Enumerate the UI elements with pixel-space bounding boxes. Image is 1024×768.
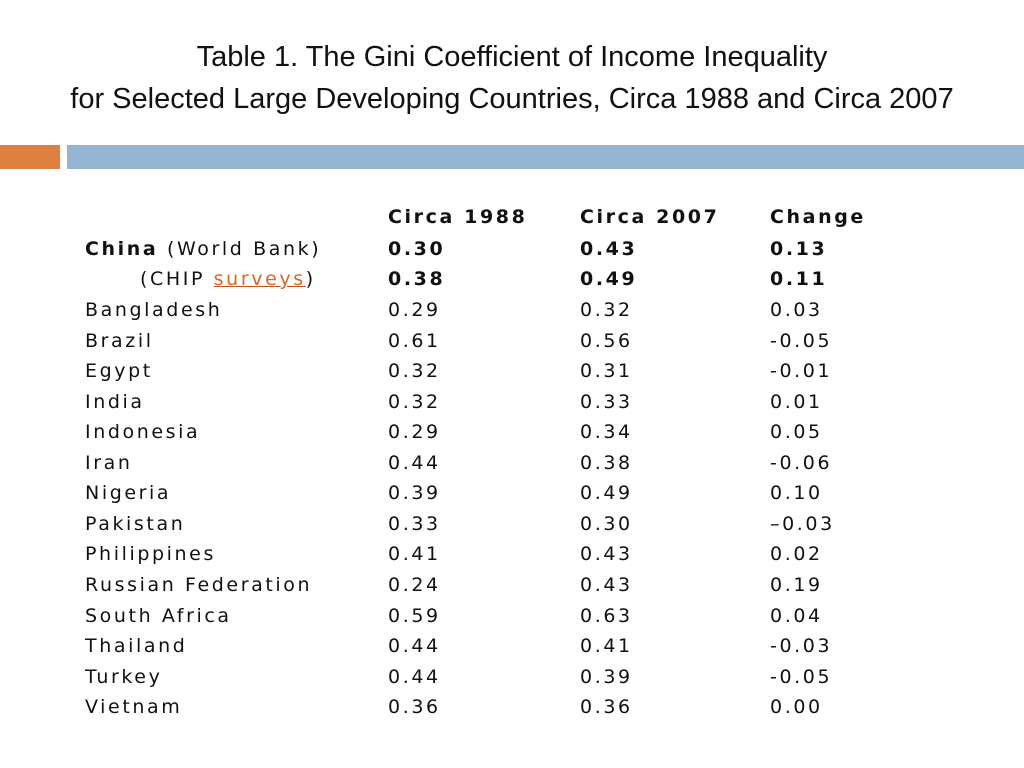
header-circa-2007: Circa 2007 [580, 206, 720, 228]
table-row: Egypt 0.32 0.31 -0.01 [0, 356, 1024, 386]
accent-bar-blue [67, 145, 1024, 169]
value-1988: 0.39 [388, 482, 441, 505]
table-row: Iran 0.44 0.38 -0.06 [0, 448, 1024, 478]
value-1988: 0.61 [388, 329, 441, 352]
header-change: Change [770, 206, 866, 228]
value-2007: 0.31 [580, 360, 633, 383]
value-2007: 0.32 [580, 299, 633, 321]
value-2007: 0.43 [580, 238, 638, 260]
country-name: Philippines [85, 543, 216, 566]
value-change: -0.05 [770, 665, 833, 688]
country-cell: China (World Bank) [85, 234, 321, 264]
table-row: Brazil 0.61 0.56 -0.05 [0, 326, 1024, 356]
country-name: Bangladesh [85, 299, 223, 321]
title-line-2: for Selected Large Developing Countries,… [70, 83, 954, 115]
table-row: Philippines 0.41 0.43 0.02 [0, 539, 1024, 569]
country-name: Turkey [85, 665, 163, 688]
value-1988: 0.24 [388, 573, 441, 596]
table-row: Nigeria 0.39 0.49 0.10 [0, 478, 1024, 508]
country-name: Vietnam [85, 696, 183, 719]
country-name: South Africa [85, 604, 232, 627]
country-name: Brazil [85, 329, 154, 352]
value-2007: 0.34 [580, 421, 633, 444]
value-1988: 0.38 [388, 268, 446, 290]
title-line-1: Table 1. The Gini Coefficient of Income … [196, 41, 828, 73]
value-change: 0.03 [770, 299, 823, 321]
table-row: Bangladesh 0.29 0.32 0.03 [0, 295, 1024, 325]
table-row: Turkey 0.44 0.39 -0.05 [0, 662, 1024, 692]
value-1988: 0.44 [388, 665, 441, 688]
country-name: Iran [85, 451, 133, 474]
country-name: Egypt [85, 360, 153, 383]
country-name: Indonesia [85, 421, 201, 444]
value-change: 0.13 [770, 238, 828, 260]
value-2007: 0.36 [580, 696, 633, 719]
country-name: Thailand [85, 635, 188, 658]
value-1988: 0.41 [388, 543, 441, 566]
value-1988: 0.32 [388, 360, 441, 383]
value-2007: 0.49 [580, 482, 633, 505]
source-label: (World Bank) [166, 238, 322, 260]
table-row: Indonesia 0.29 0.34 0.05 [0, 417, 1024, 447]
value-1988: 0.29 [388, 421, 441, 444]
accent-bar-orange [0, 145, 60, 169]
value-change: 0.11 [770, 268, 828, 290]
value-change: -0.06 [770, 451, 833, 474]
country-name: Nigeria [85, 482, 172, 505]
country-name: Pakistan [85, 512, 186, 535]
value-change: -0.01 [770, 360, 833, 383]
country-name: India [85, 390, 145, 413]
value-change: 0.10 [770, 482, 823, 505]
value-change: -0.03 [770, 635, 833, 658]
table-row: Vietnam 0.36 0.36 0.00 [0, 692, 1024, 722]
slide-title: Table 1. The Gini Coefficient of Income … [0, 36, 1024, 120]
value-2007: 0.39 [580, 665, 633, 688]
value-2007: 0.63 [580, 604, 633, 627]
source-prefix: (CHIP [140, 268, 214, 290]
value-1988: 0.36 [388, 696, 441, 719]
country-name: Russian Federation [85, 573, 313, 596]
value-change: 0.05 [770, 421, 823, 444]
table-row-china-world-bank: China (World Bank) 0.30 0.43 0.13 [0, 234, 1024, 264]
table-row: India 0.32 0.33 0.01 [0, 387, 1024, 417]
table-header-row: Circa 1988 Circa 2007 Change [0, 202, 1024, 232]
value-1988: 0.29 [388, 299, 441, 321]
value-change: 0.19 [770, 573, 823, 596]
table-row: Russian Federation 0.24 0.43 0.19 [0, 570, 1024, 600]
value-change: 0.02 [770, 543, 823, 566]
country-name: China [85, 238, 159, 260]
value-change: 0.00 [770, 696, 823, 719]
value-1988: 0.30 [388, 238, 446, 260]
value-2007: 0.56 [580, 329, 633, 352]
table-row-china-chip: (CHIP surveys) 0.38 0.49 0.11 [0, 264, 1024, 294]
source-suffix: ) [305, 268, 316, 290]
value-change: 0.01 [770, 390, 823, 413]
value-1988: 0.44 [388, 635, 441, 658]
value-1988: 0.32 [388, 390, 441, 413]
value-2007: 0.33 [580, 390, 633, 413]
value-2007: 0.43 [580, 543, 633, 566]
value-2007: 0.38 [580, 451, 633, 474]
value-change: -0.05 [770, 329, 833, 352]
value-2007: 0.49 [580, 268, 638, 290]
country-cell: (CHIP surveys) [140, 264, 316, 294]
header-circa-1988: Circa 1988 [388, 206, 528, 228]
value-1988: 0.59 [388, 604, 441, 627]
table-row: Pakistan 0.33 0.30 –0.03 [0, 509, 1024, 539]
value-2007: 0.43 [580, 573, 633, 596]
value-change: –0.03 [770, 512, 835, 535]
value-2007: 0.30 [580, 512, 633, 535]
table-row: South Africa 0.59 0.63 0.04 [0, 601, 1024, 631]
value-change: 0.04 [770, 604, 823, 627]
table-row: Thailand 0.44 0.41 -0.03 [0, 631, 1024, 661]
value-1988: 0.33 [388, 512, 441, 535]
surveys-link[interactable]: surveys [213, 268, 306, 290]
value-1988: 0.44 [388, 451, 441, 474]
value-2007: 0.41 [580, 635, 633, 658]
